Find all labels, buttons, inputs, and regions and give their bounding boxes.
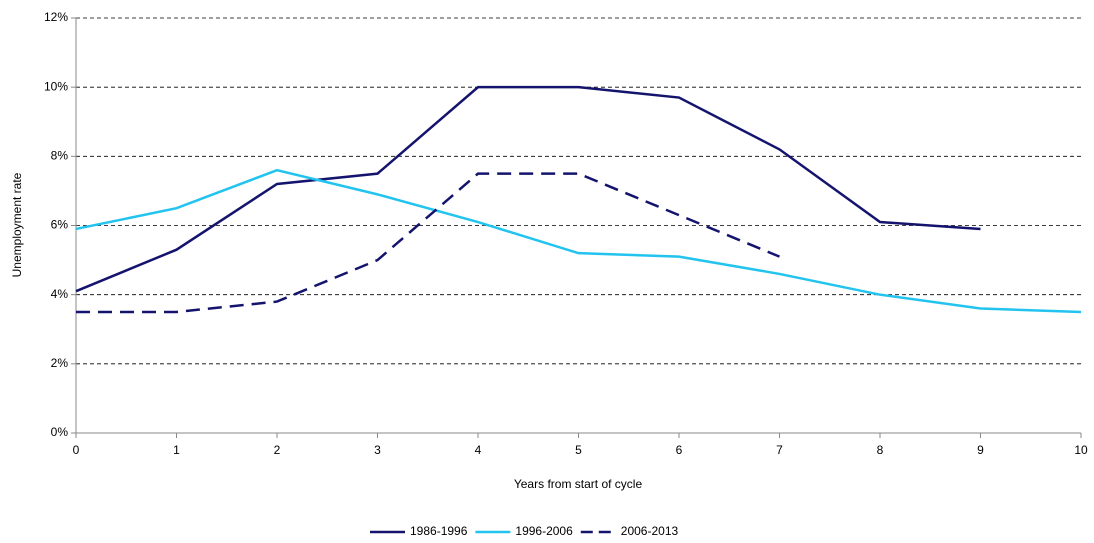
x-tick-label: 6 — [676, 443, 683, 457]
x-tick-label: 1 — [173, 443, 180, 457]
y-tick-label: 12% — [44, 10, 68, 24]
x-tick-label: 9 — [977, 443, 984, 457]
x-axis-label: Years from start of cycle — [514, 477, 643, 491]
x-tick-label: 3 — [374, 443, 381, 457]
legend-label: 2006-2013 — [621, 524, 679, 538]
legend-label: 1986-1996 — [410, 524, 468, 538]
y-tick-label: 0% — [51, 425, 69, 439]
y-tick-label: 2% — [51, 356, 69, 370]
x-tick-label: 10 — [1074, 443, 1088, 457]
x-tick-label: 4 — [475, 443, 482, 457]
series-line — [76, 172, 780, 314]
y-tick-label: 8% — [51, 149, 69, 163]
x-tick-label: 8 — [877, 443, 884, 457]
series-line — [75, 168, 1082, 314]
y-axis-label: Unemployment rate — [10, 172, 24, 277]
series-line — [75, 85, 981, 293]
y-tick-label: 10% — [44, 79, 68, 93]
y-tick-label: 6% — [51, 218, 69, 232]
y-tick-label: 4% — [51, 287, 69, 301]
x-tick-label: 2 — [274, 443, 281, 457]
x-tick-label: 5 — [575, 443, 582, 457]
x-tick-label: 7 — [776, 443, 783, 457]
x-tick-label: 0 — [73, 443, 80, 457]
legend-label: 1996-2006 — [515, 524, 573, 538]
